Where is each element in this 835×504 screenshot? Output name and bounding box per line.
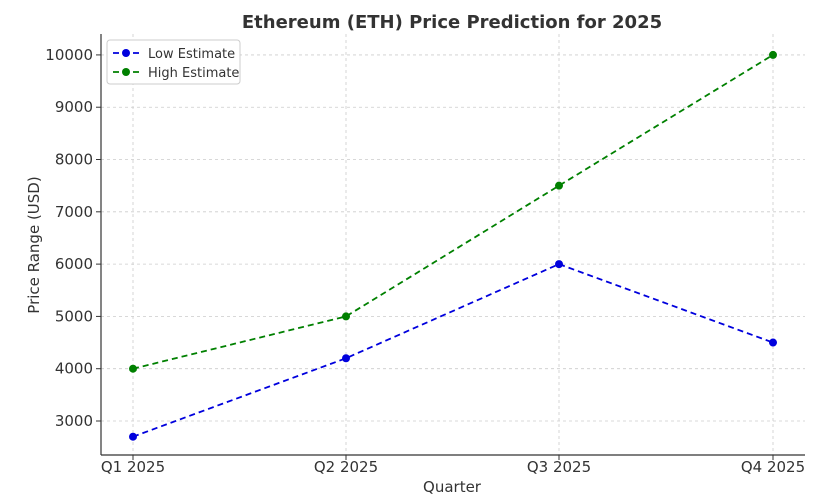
y-tick-label: 3000 [55, 412, 93, 430]
x-tick-label: Q3 2025 [527, 458, 591, 476]
legend: Low Estimate High Estimate [106, 39, 241, 85]
y-tick-label: 8000 [55, 151, 93, 169]
y-tick-label: 4000 [55, 360, 93, 378]
data-point-high-estimate [769, 50, 777, 59]
data-point-low-estimate [342, 354, 350, 363]
y-tick-label: 5000 [55, 307, 93, 325]
y-ticks: 3000 4000 5000 6000 7000 8000 9000 10000 [45, 46, 101, 430]
x-tick-label: Q1 2025 [101, 458, 165, 476]
data-point-low-estimate [555, 260, 563, 269]
data-point-high-estimate [129, 364, 137, 373]
x-tick-label: Q2 2025 [314, 458, 378, 476]
data-point-high-estimate [555, 181, 563, 190]
series-line-high-estimate [132, 54, 774, 370]
data-point-low-estimate [769, 338, 777, 347]
legend-label-high-estimate: High Estimate [148, 66, 239, 81]
legend-label-low-estimate: Low Estimate [148, 47, 235, 62]
y-tick-label: 6000 [55, 255, 93, 273]
x-ticks: Q1 2025 Q2 2025 Q3 2025 Q4 2025 [101, 455, 805, 476]
y-tick-label: 9000 [55, 98, 93, 116]
data-point-low-estimate [129, 432, 137, 441]
axes [100, 34, 805, 456]
legend-marker-high-estimate [122, 68, 130, 76]
legend-box [106, 39, 241, 85]
grid-lines [101, 34, 805, 455]
y-tick-label: 10000 [45, 46, 93, 64]
legend-marker-low-estimate [122, 49, 130, 57]
chart-title: Ethereum (ETH) Price Prediction for 2025 [242, 12, 662, 33]
y-tick-label: 7000 [55, 203, 93, 221]
y-axis-label: Price Range (USD) [25, 176, 43, 313]
x-tick-label: Q4 2025 [741, 458, 805, 476]
x-axis-label: Quarter [423, 478, 482, 496]
data-point-high-estimate [342, 312, 350, 321]
series-line-low-estimate [132, 263, 774, 438]
series [129, 50, 777, 441]
